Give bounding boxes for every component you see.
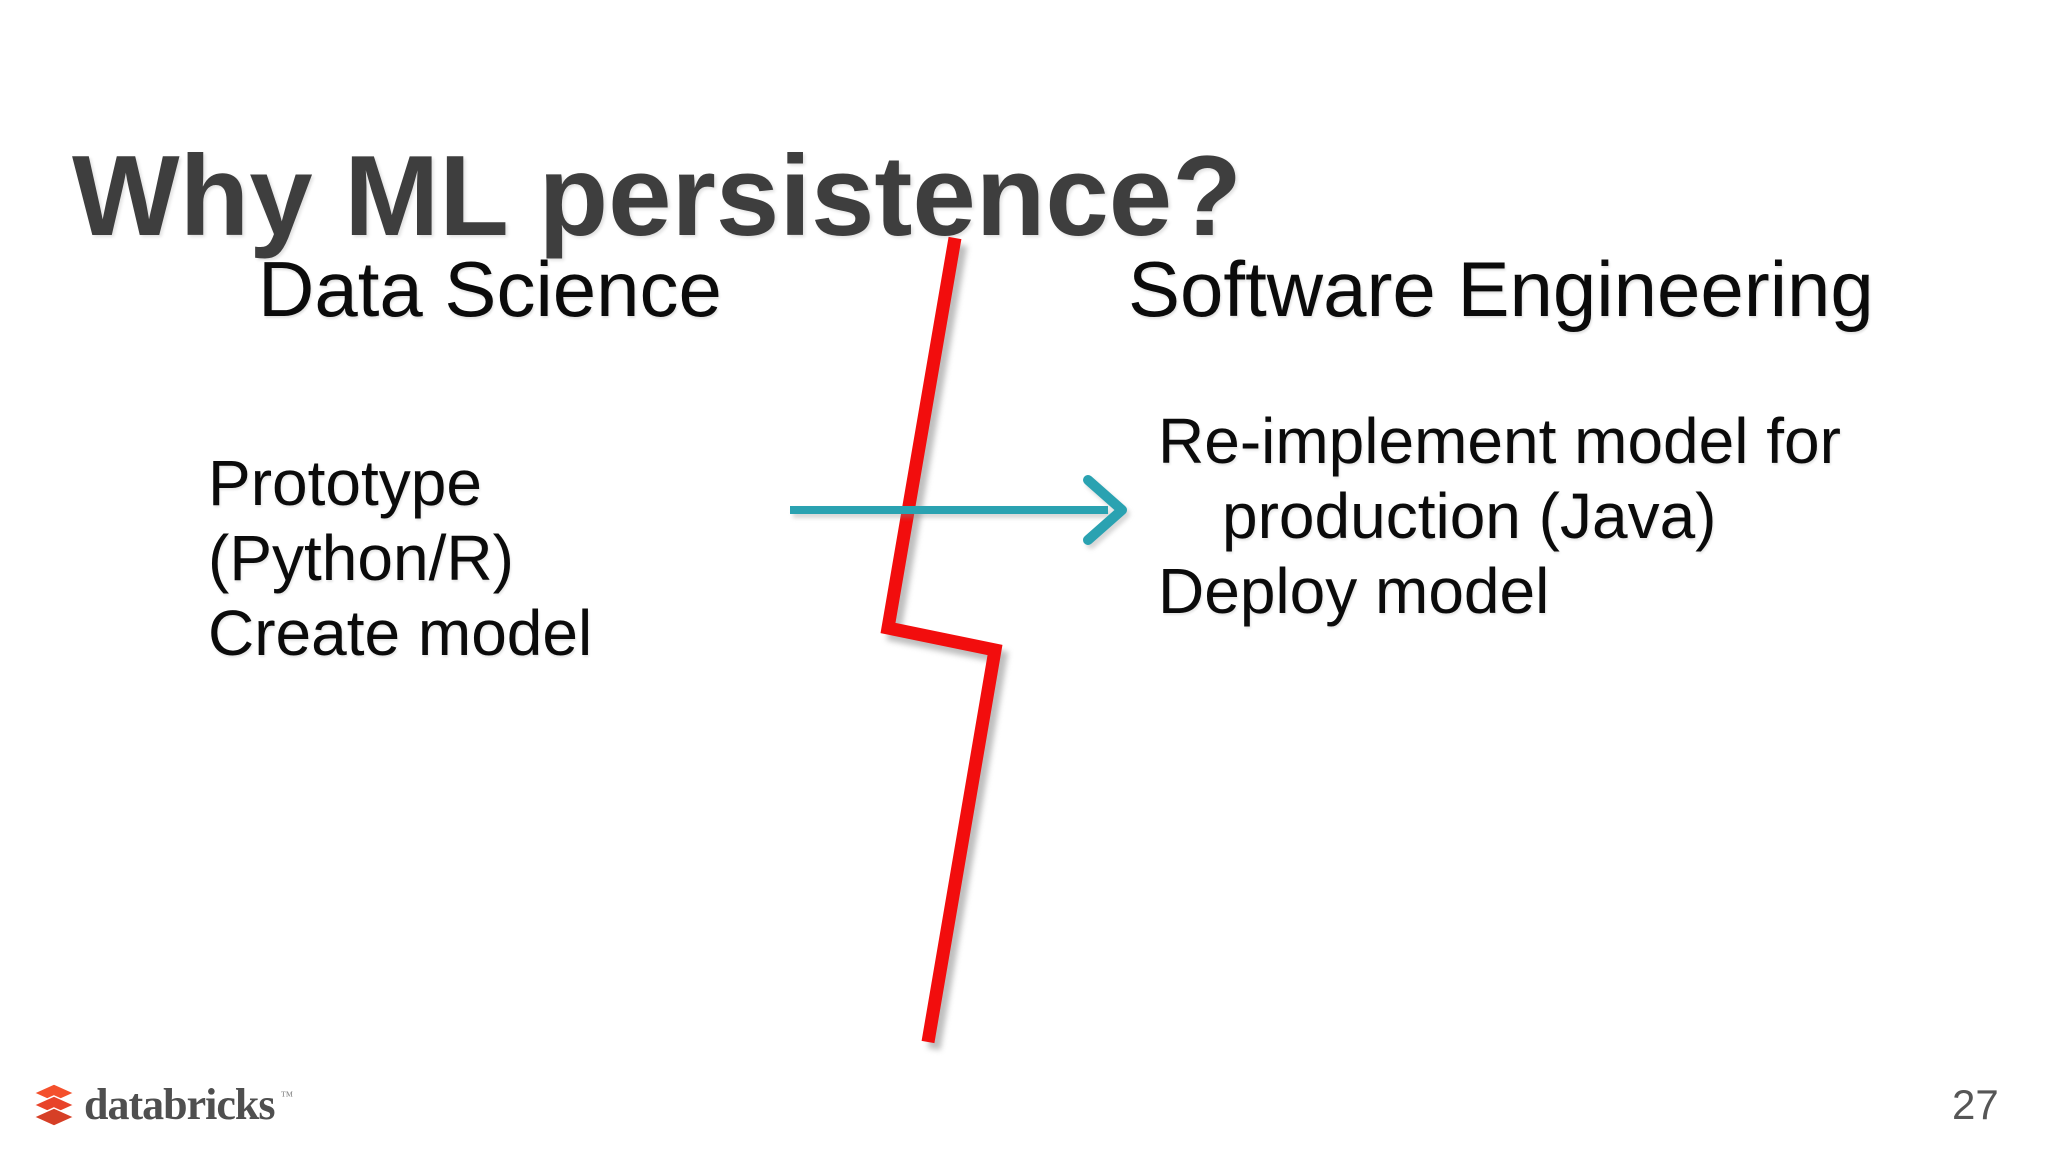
trademark-symbol: ™ [280, 1088, 294, 1103]
page-number: 27 [1952, 1081, 1999, 1128]
note-line: Prototype [208, 447, 482, 519]
slide-title: Why ML persistence? [72, 133, 1242, 261]
handoff-arrow-head-icon [1083, 475, 1127, 545]
note-line: Re-implement model for [1158, 405, 1841, 477]
databricks-layers-icon [32, 1083, 76, 1127]
note-line: Create model [208, 597, 593, 669]
note-line: (Python/R) [208, 522, 514, 594]
note-line: production (Java) [1222, 480, 1717, 552]
data-science-notes: Prototype (Python/R) Create model [208, 446, 592, 671]
lightning-divider-line [880, 236, 1003, 1044]
column-header-software-engineering: Software Engineering [1128, 245, 1874, 333]
databricks-wordmark: databricks [84, 1080, 275, 1129]
column-header-data-science: Data Science [258, 245, 722, 333]
databricks-logo: databricks ™ [30, 1082, 293, 1128]
software-engineering-notes: Re-implement model for production (Java)… [1158, 404, 1841, 629]
note-line: Deploy model [1158, 555, 1550, 627]
